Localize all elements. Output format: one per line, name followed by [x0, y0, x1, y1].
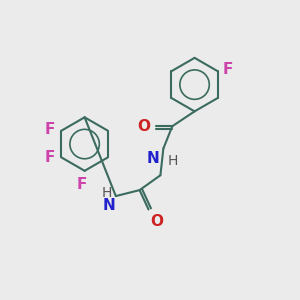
Text: N: N	[147, 151, 160, 166]
Text: F: F	[223, 62, 233, 77]
Text: H: H	[168, 154, 178, 168]
Text: H: H	[102, 186, 112, 200]
Text: N: N	[103, 198, 116, 213]
Text: O: O	[138, 119, 151, 134]
Text: F: F	[44, 150, 55, 165]
Text: F: F	[76, 177, 87, 192]
Text: F: F	[44, 122, 55, 137]
Text: O: O	[150, 214, 163, 229]
